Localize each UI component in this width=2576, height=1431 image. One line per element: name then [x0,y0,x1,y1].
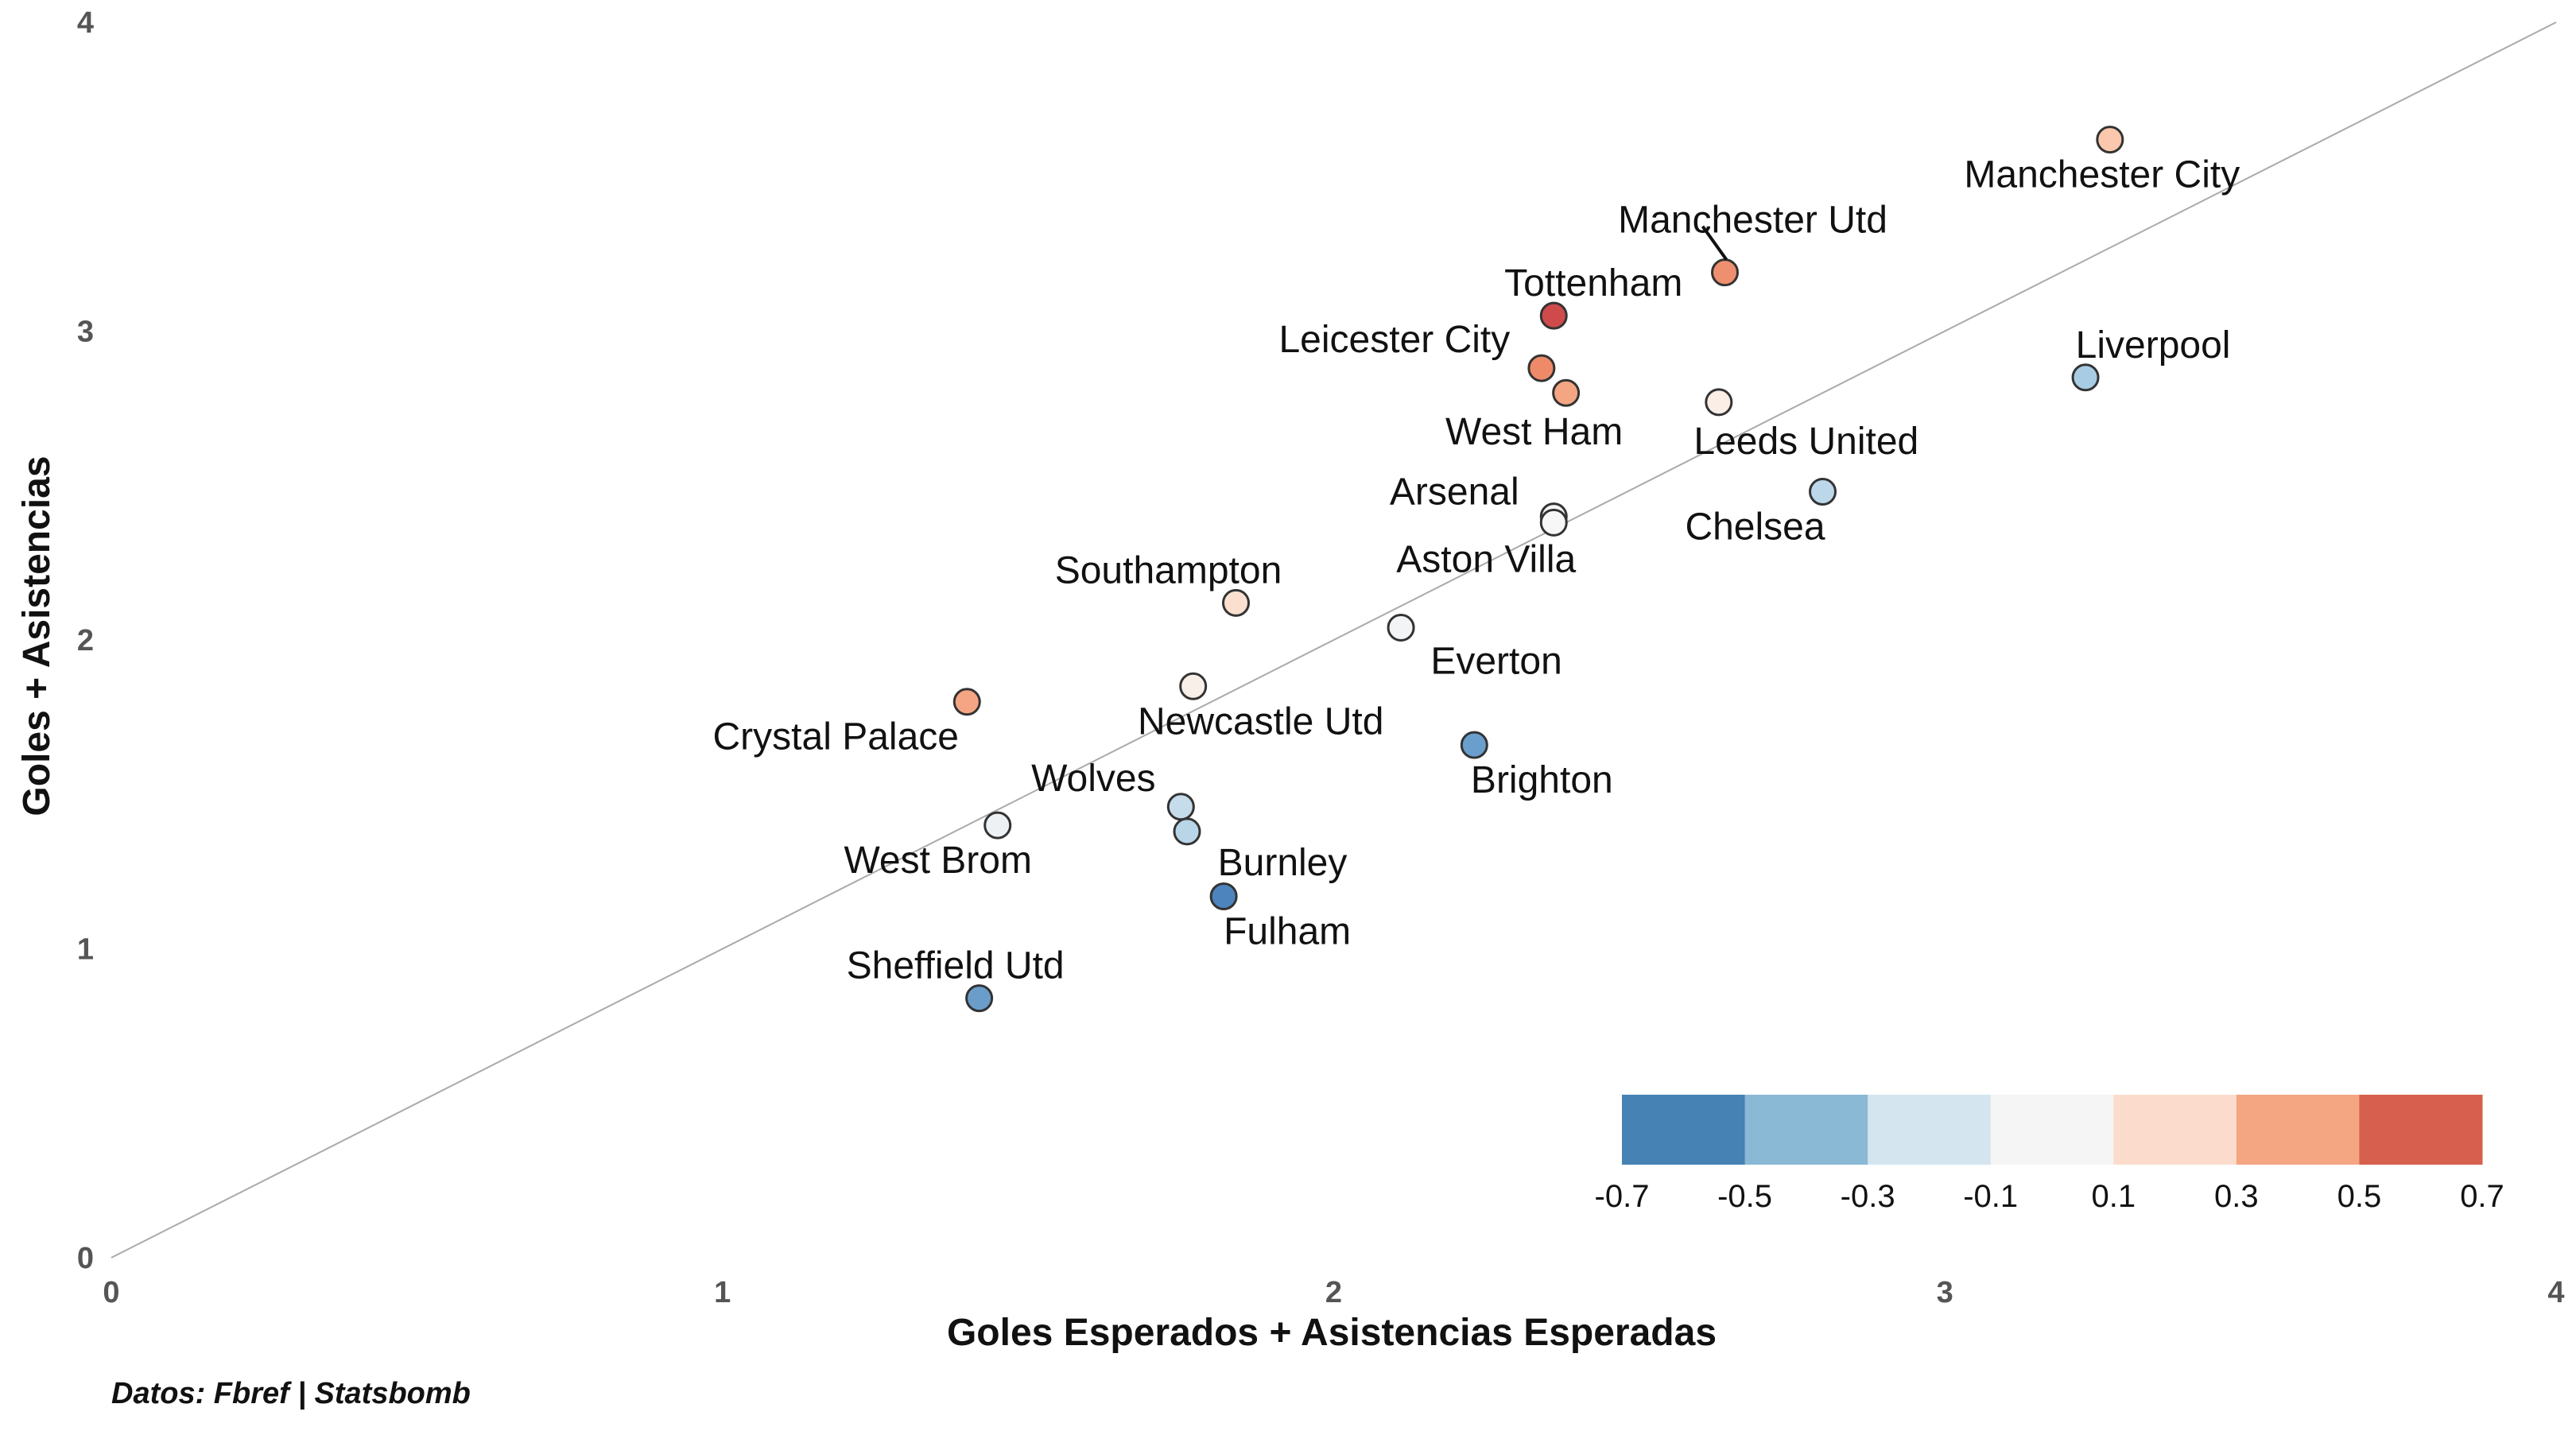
label-arsenal: Arsenal [1390,471,1519,514]
y-tick-label: 0 [77,1242,94,1275]
label-tottenham: Tottenham [1504,262,1682,304]
point-newcastle-utd [1179,672,1208,700]
label-everton: Everton [1430,640,1562,682]
label-chelsea: Chelsea [1685,506,1825,549]
colorbar-segment [1622,1095,1746,1165]
data-points [952,126,2124,1013]
point-west-ham [1552,378,1581,407]
point-brighton [1460,731,1488,759]
point-tottenham [1539,301,1568,330]
point-crystal-palace [952,688,981,716]
x-tick-label: 3 [1937,1276,1953,1309]
point-west-brom [983,811,1012,840]
colorbar-tick-label: -0.1 [1963,1179,2018,1214]
y-tick-label: 4 [77,6,94,40]
label-leicester-city: Leicester City [1278,319,1510,361]
x-tick-label: 2 [1325,1276,1342,1309]
point-fulham [1209,882,1238,910]
label-west-brom: West Brom [844,840,1031,882]
label-liverpool: Liverpool [2076,324,2231,366]
colorbar-tick-label: 0.3 [2214,1179,2259,1214]
y-tick-labels: 0 1 2 3 4 [77,6,94,1275]
point-leicester-city [1527,354,1556,382]
point-aston-villa [1539,508,1568,537]
leader-line-manchester-utd [1701,225,1728,261]
point-liverpool [2071,363,2100,392]
label-manchester-city: Manchester City [1964,154,2240,196]
colorbar-segment [1990,1095,2114,1165]
x-axis-title: Goles Esperados + Asistencias Esperadas [947,1312,1717,1354]
point-manchester-utd [1711,258,1739,287]
label-west-ham: West Ham [1445,411,1623,453]
source-caption: Datos: Fbref | Statsbomb [111,1377,471,1410]
label-fulham: Fulham [1224,910,1351,952]
reference-line-layer [111,21,2557,1258]
colorbar-tick-label: 0.7 [2460,1179,2504,1214]
label-newcastle-utd: Newcastle Utd [1138,700,1383,743]
label-leeds-united: Leeds United [1693,421,1918,463]
point-southampton [1222,588,1250,617]
label-aston-villa: Aston Villa [1396,538,1576,580]
colorbar-segment [2236,1095,2360,1165]
point-wolves [1166,793,1195,821]
label-wolves: Wolves [1031,758,1156,800]
label-southampton: Southampton [1055,549,1282,591]
point-labels: Manchester City Manchester Utd Tottenham Li… [713,154,2240,987]
colorbar-tick-label: 0.5 [2337,1179,2382,1214]
y-tick-label: 1 [77,933,94,967]
x-tick-labels: 0 1 2 3 4 [103,1276,2564,1309]
colorbar-tick-label: -0.7 [1595,1179,1650,1214]
reference-line [111,21,2557,1258]
colorbar-segment [2359,1095,2483,1165]
colorbar-segment [1868,1095,1992,1165]
y-tick-label: 3 [77,316,94,349]
point-leeds-united [1705,388,1733,417]
point-chelsea [1809,478,1837,506]
label-brighton: Brighton [1471,759,1613,801]
label-manchester-utd: Manchester Utd [1618,200,1887,242]
point-sheffield-utd [965,984,994,1013]
colorbar-tick-label: 0.1 [2091,1179,2136,1214]
colorbar: -0.7 -0.5 -0.3 -0.1 0.1 0.3 0.5 0.7 [1595,1095,2504,1214]
colorbar-segment [1744,1095,1868,1165]
label-burnley: Burnley [1218,842,1348,884]
x-tick-label: 4 [2547,1276,2564,1309]
point-burnley [1173,817,1201,846]
colorbar-tick-label: -0.5 [1717,1179,1772,1214]
label-sheffield-utd: Sheffield Utd [847,945,1065,987]
colorbar-tick-label: -0.3 [1841,1179,1895,1214]
y-tick-label: 2 [77,624,94,657]
x-tick-label: 1 [714,1276,731,1309]
y-axis-title: Goles + Asistencias [16,456,58,816]
colorbar-segment [2113,1095,2237,1165]
point-everton [1387,613,1415,642]
point-manchester-city [2096,126,2124,154]
label-crystal-palace: Crystal Palace [713,716,959,758]
x-tick-label: 0 [103,1276,119,1309]
